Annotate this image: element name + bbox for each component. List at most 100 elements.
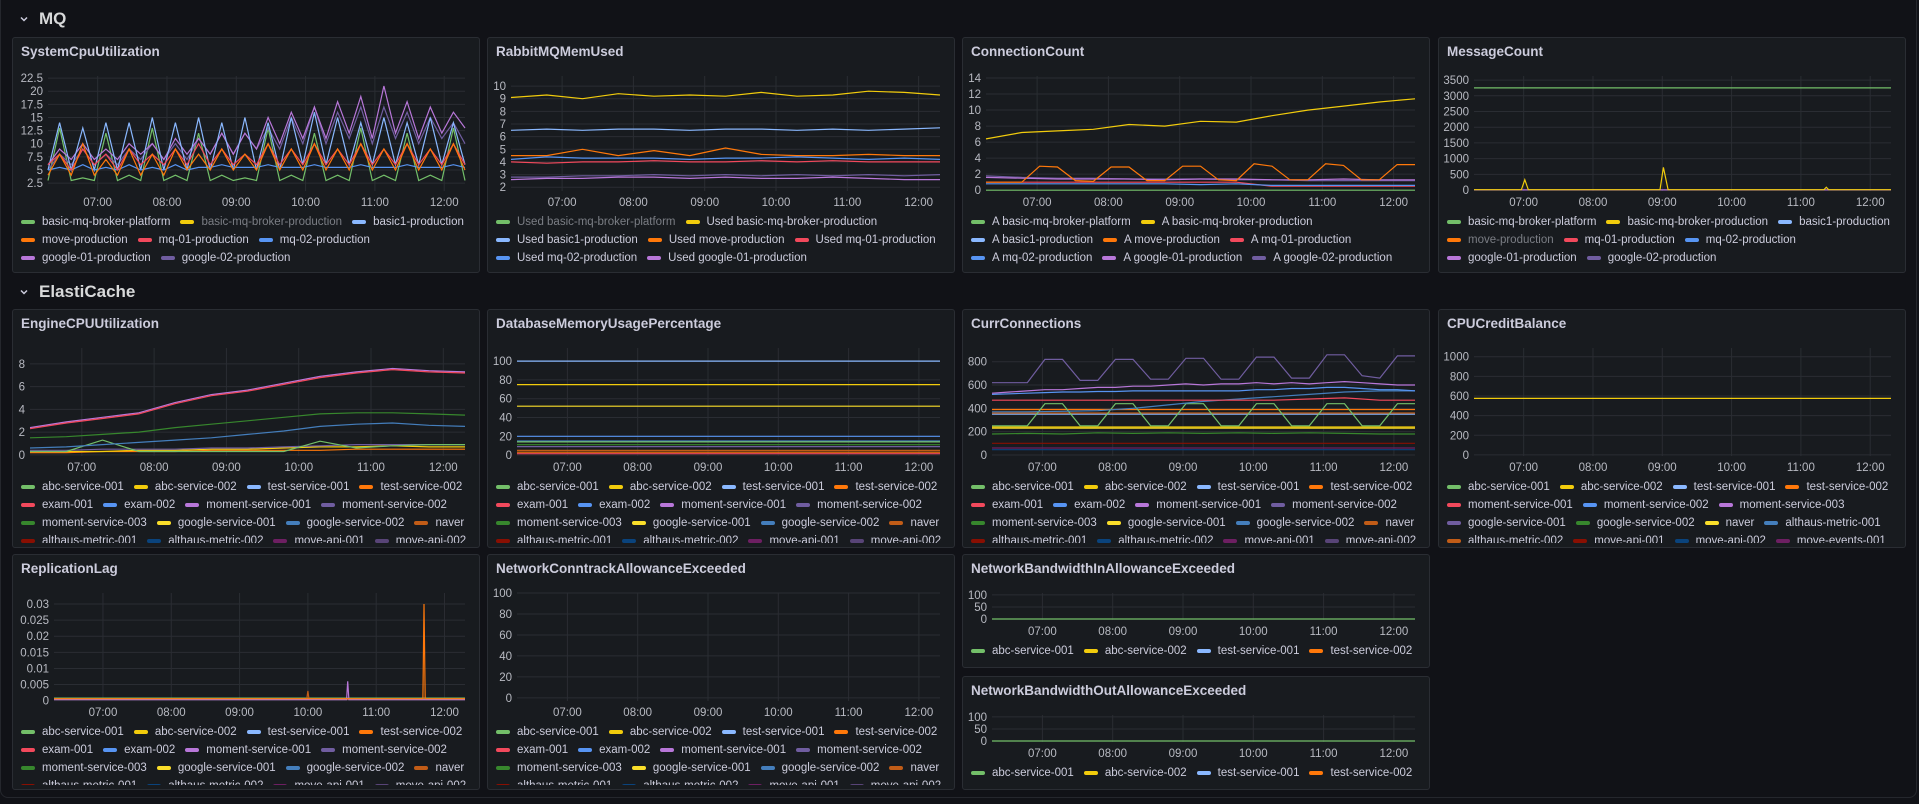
time-series-chart[interactable]: 0 50 100 07:00 08:00 09:00 10:00 11:00 12:00 bbox=[963, 587, 1429, 642]
legend-item[interactable]: basic-mq-broker-production bbox=[180, 213, 342, 231]
panel-replication-lag[interactable]: ReplicationLag 0 0.005 0.01 0.015 0.02 0.025 0.… bbox=[12, 554, 480, 790]
legend-item[interactable]: mq-01-production bbox=[137, 231, 249, 249]
legend-item[interactable]: althaus-metric-002 bbox=[1447, 532, 1563, 543]
panel-title[interactable]: NetworkConntrackAllowanceExceeded bbox=[496, 561, 746, 576]
legend-item[interactable]: test-service-002 bbox=[359, 478, 462, 496]
legend-item[interactable]: exam-002 bbox=[103, 741, 175, 759]
legend-item[interactable]: move-api-002 bbox=[849, 777, 941, 785]
legend-item[interactable]: move-api-001 bbox=[273, 777, 365, 785]
panel-message-count[interactable]: MessageCount 0 500 1000 1500 2000 2500 3000 3500… bbox=[1438, 37, 1906, 273]
legend-item[interactable]: exam-001 bbox=[21, 496, 93, 514]
legend-item[interactable]: test-service-001 bbox=[246, 478, 349, 496]
legend-item[interactable]: test-service-001 bbox=[1196, 642, 1299, 660]
legend-item[interactable]: althaus-metric-002 bbox=[622, 532, 738, 543]
panel-title[interactable]: DatabaseMemoryUsagePercentage bbox=[496, 316, 722, 331]
legend-item[interactable]: exam-001 bbox=[496, 496, 568, 514]
legend-item[interactable]: google-service-001 bbox=[631, 514, 751, 532]
panel-database-memory-usage[interactable]: DatabaseMemoryUsagePercentage 0 20 40 60 80 10… bbox=[487, 309, 955, 548]
legend-item[interactable]: exam-001 bbox=[971, 496, 1043, 514]
legend-item[interactable]: exam-002 bbox=[1053, 496, 1125, 514]
legend-item[interactable]: Used basic-mq-broker-production bbox=[685, 213, 877, 231]
row-header-mq[interactable]: MQ bbox=[18, 9, 66, 29]
legend-item[interactable]: google-service-002 bbox=[760, 514, 879, 532]
legend-item[interactable]: Used basic-mq-broker-platform bbox=[496, 213, 676, 231]
panel-title[interactable]: NetworkBandwidthInAllowanceExceeded bbox=[971, 561, 1236, 576]
legend-item[interactable]: move-api-001 bbox=[748, 532, 840, 543]
legend-item[interactable]: abc-service-002 bbox=[133, 478, 237, 496]
time-series-chart[interactable]: 0 200 400 600 800 1000 07:00 08:00 09:00 10:00 11:… bbox=[1439, 342, 1905, 478]
time-series-chart[interactable]: 2 3 4 5 6 7 8 9 10 07:00 08:00 09:00 10:00 11:00 12:00 bbox=[488, 70, 954, 213]
legend-item[interactable]: althaus-metric-002 bbox=[622, 777, 738, 785]
panel-title[interactable]: ConnectionCount bbox=[971, 44, 1085, 59]
legend-item[interactable]: test-service-002 bbox=[359, 723, 462, 741]
legend-item[interactable]: move-api-002 bbox=[374, 532, 466, 543]
legend-item[interactable]: google-service-002 bbox=[285, 514, 404, 532]
legend-item[interactable]: google-service-002 bbox=[1235, 514, 1354, 532]
legend-item[interactable]: abc-service-002 bbox=[1559, 478, 1663, 496]
legend-item[interactable]: moment-service-003 bbox=[496, 759, 622, 777]
legend-item[interactable]: exam-002 bbox=[578, 496, 650, 514]
legend-item[interactable]: move-api-001 bbox=[1573, 532, 1665, 543]
legend-item[interactable]: moment-service-001 bbox=[1135, 496, 1261, 514]
legend-item[interactable]: move-api-002 bbox=[1324, 532, 1416, 543]
legend-item[interactable]: A google-01-production bbox=[1102, 249, 1242, 267]
legend-item[interactable]: move-api-001 bbox=[273, 532, 365, 543]
legend-item[interactable]: moment-service-002 bbox=[796, 496, 922, 514]
panel-title[interactable]: ReplicationLag bbox=[21, 561, 118, 576]
legend-item[interactable]: Used mq-01-production bbox=[794, 231, 936, 249]
panel-network-bandwidth-in[interactable]: NetworkBandwidthInAllowanceExceeded 0 50 10… bbox=[962, 554, 1430, 668]
time-series-chart[interactable]: 0 2 4 6 8 10 12 14 07:00 08:00 09:00 10:00 11:00 12:0… bbox=[963, 70, 1429, 213]
legend-item[interactable]: moment-service-001 bbox=[660, 741, 786, 759]
legend-item[interactable]: exam-001 bbox=[21, 741, 93, 759]
legend-item[interactable]: google-service-001 bbox=[1447, 514, 1566, 532]
legend-item[interactable]: basic1-production bbox=[352, 213, 464, 231]
legend-item[interactable]: moment-service-003 bbox=[21, 514, 147, 532]
legend-item[interactable]: exam-002 bbox=[578, 741, 650, 759]
legend-item[interactable]: abc-service-001 bbox=[1447, 478, 1550, 496]
legend-item[interactable]: A mq-01-production bbox=[1229, 231, 1351, 249]
legend-item[interactable]: moment-service-001 bbox=[185, 496, 311, 514]
panel-title[interactable]: CPUCreditBalance bbox=[1447, 316, 1567, 331]
legend-item[interactable]: google-service-001 bbox=[631, 759, 751, 777]
legend-item[interactable]: naver bbox=[1364, 514, 1414, 532]
time-series-chart[interactable]: 0 500 1000 1500 2000 2500 3000 3500 07:00 08:00 09… bbox=[1439, 70, 1905, 213]
legend-item[interactable]: althaus-metric-001 bbox=[1764, 514, 1881, 532]
legend-item[interactable]: test-service-002 bbox=[834, 478, 937, 496]
legend-item[interactable]: mq-02-production bbox=[258, 231, 370, 249]
legend-item[interactable]: google-service-001 bbox=[1106, 514, 1226, 532]
panel-title[interactable]: MessageCount bbox=[1447, 44, 1544, 59]
time-series-chart[interactable]: 0 20 40 60 80 100 07:00 08:00 09:00 10:00 11:00 12:… bbox=[488, 342, 954, 478]
chevron-down-icon[interactable] bbox=[18, 286, 30, 298]
legend-item[interactable]: moment-service-002 bbox=[1271, 496, 1397, 514]
legend-item[interactable]: althaus-metric-001 bbox=[971, 532, 1087, 543]
legend-item[interactable]: abc-service-002 bbox=[608, 723, 712, 741]
legend-item[interactable]: test-service-002 bbox=[1309, 764, 1412, 782]
legend-item[interactable]: Used move-production bbox=[647, 231, 785, 249]
chevron-down-icon[interactable] bbox=[18, 13, 30, 25]
panel-title[interactable]: SystemCpuUtilization bbox=[21, 44, 160, 59]
panel-network-conntrack[interactable]: NetworkConntrackAllowanceExceeded 0 20 40 60… bbox=[487, 554, 955, 790]
legend-item[interactable]: moment-service-002 bbox=[321, 496, 447, 514]
legend-item[interactable]: moment-service-003 bbox=[496, 514, 622, 532]
time-series-chart[interactable]: 0 0.005 0.01 0.015 0.02 0.025 0.03 07:00 08:00 09… bbox=[13, 587, 479, 723]
panel-connection-count[interactable]: ConnectionCount 0 2 4 6 8 10 12 14 07:00 08:00 09:0… bbox=[962, 37, 1430, 273]
legend-item[interactable]: A basic-mq-broker-production bbox=[1140, 213, 1313, 231]
legend-item[interactable]: basic1-production bbox=[1778, 213, 1890, 231]
legend-item[interactable]: move-production bbox=[21, 231, 128, 249]
legend-item[interactable]: test-service-002 bbox=[1309, 478, 1412, 496]
legend-item[interactable]: althaus-metric-002 bbox=[147, 777, 263, 785]
legend-item[interactable]: google-01-production bbox=[1447, 249, 1577, 267]
legend-item[interactable]: move-api-002 bbox=[374, 777, 466, 785]
legend-item[interactable]: move-api-001 bbox=[1223, 532, 1315, 543]
time-series-chart[interactable]: 0 2 4 6 8 07:00 08:00 09:00 10:00 11:00 12:00 bbox=[13, 342, 479, 478]
panel-title[interactable]: NetworkBandwidthOutAllowanceExceeded bbox=[971, 683, 1247, 698]
time-series-chart[interactable]: 2.5 5 7.5 10 12.5 15 17.5 20 22.5 07:00 08:00 09:00… bbox=[13, 70, 479, 213]
time-series-chart[interactable]: 0 50 100 07:00 08:00 09:00 10:00 11:00 12:00 bbox=[963, 709, 1429, 764]
legend-item[interactable]: naver bbox=[1704, 514, 1754, 532]
panel-title[interactable]: RabbitMQMemUsed bbox=[496, 44, 624, 59]
legend-item[interactable]: abc-service-001 bbox=[496, 723, 599, 741]
legend-item[interactable]: abc-service-001 bbox=[21, 478, 124, 496]
legend-item[interactable]: google-02-production bbox=[160, 249, 290, 267]
legend-item[interactable]: abc-service-001 bbox=[971, 642, 1074, 660]
legend-item[interactable]: test-service-001 bbox=[721, 723, 824, 741]
